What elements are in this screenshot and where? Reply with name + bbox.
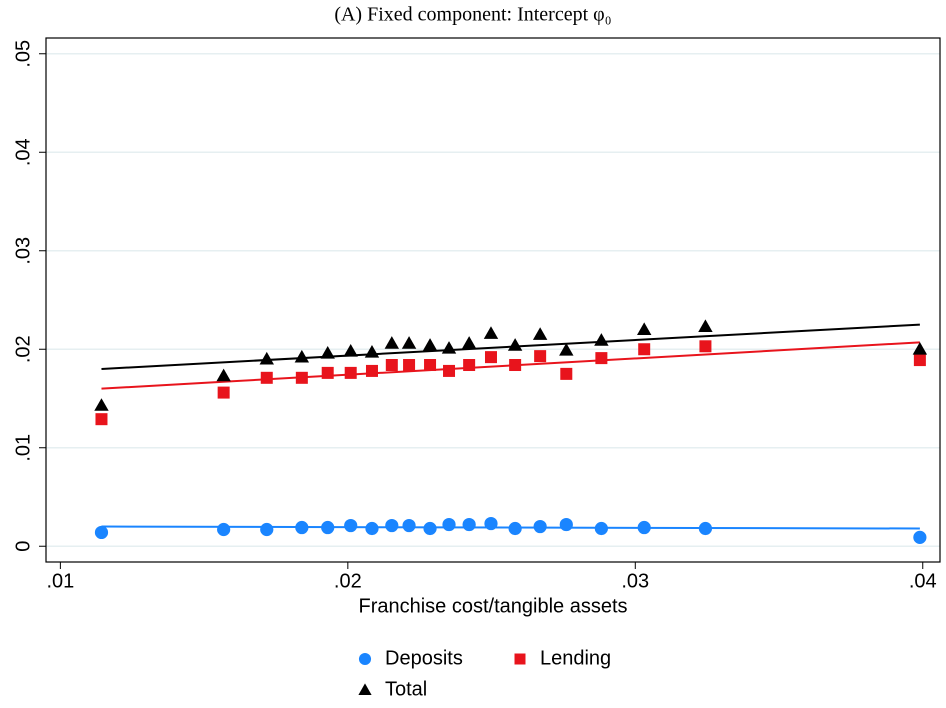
point: [385, 518, 399, 533]
point: [295, 371, 308, 384]
point: [484, 516, 498, 531]
point: [321, 366, 334, 379]
point: [402, 518, 416, 533]
point: [259, 351, 274, 365]
point: [442, 517, 456, 532]
x-tick-label: .02: [334, 570, 362, 592]
y-tick-label: .04: [12, 138, 34, 166]
point: [344, 366, 357, 379]
point: [217, 522, 231, 537]
point: [462, 517, 476, 532]
point: [638, 343, 651, 356]
y-tick-label: .01: [12, 434, 34, 462]
x-tick-label: .04: [909, 570, 937, 592]
point: [94, 398, 109, 411]
point: [533, 519, 547, 534]
point: [559, 517, 573, 532]
point: [384, 336, 400, 349]
point: [509, 359, 522, 372]
point: [424, 359, 437, 372]
point: [365, 364, 378, 377]
point: [594, 521, 608, 536]
point: [508, 521, 522, 536]
point: [484, 351, 497, 364]
point: [343, 344, 358, 357]
legend-marker: [358, 683, 372, 695]
point: [401, 336, 417, 349]
point: [698, 319, 713, 332]
point: [295, 520, 309, 535]
point: [95, 413, 108, 426]
point: [260, 371, 273, 384]
point: [385, 359, 398, 372]
point: [320, 345, 335, 359]
legend-label: Deposits: [385, 647, 463, 669]
legend-label: Total: [385, 678, 427, 700]
point: [94, 525, 109, 540]
point: [443, 364, 456, 377]
point: [365, 521, 379, 536]
point: [321, 520, 335, 535]
point: [698, 521, 713, 536]
legend-marker: [358, 652, 372, 666]
y-tick-label: .05: [12, 40, 34, 68]
point: [216, 368, 231, 382]
plot-area: [46, 38, 940, 562]
point: [637, 520, 651, 535]
plot-frame: [45, 37, 941, 563]
x-tick-label: .01: [46, 570, 74, 592]
point: [483, 326, 499, 339]
point: [260, 522, 274, 537]
x-tick-label: .03: [621, 570, 649, 592]
point: [532, 327, 548, 340]
point: [699, 340, 712, 353]
x-axis-label: Franchise cost/tangible assets: [358, 595, 627, 617]
point: [441, 341, 457, 354]
point: [423, 521, 437, 536]
point: [217, 386, 230, 399]
y-tick-label: .03: [12, 237, 34, 265]
point: [461, 336, 477, 349]
point: [364, 345, 380, 358]
point: [560, 367, 573, 380]
point: [422, 338, 438, 351]
point: [463, 359, 476, 372]
point: [507, 338, 523, 351]
legend-marker: [514, 653, 526, 665]
y-tick-label: .02: [12, 335, 34, 363]
point: [913, 530, 927, 544]
point: [594, 333, 609, 346]
point: [912, 342, 928, 355]
point: [595, 352, 608, 365]
point: [344, 518, 358, 533]
chart-title: (A) Fixed component: Intercept φ₀: [334, 4, 611, 26]
point: [559, 343, 574, 356]
point: [913, 354, 926, 367]
y-tick-label: 0: [12, 541, 34, 552]
legend-label: Lending: [540, 647, 611, 669]
point: [637, 322, 652, 335]
point: [534, 350, 547, 363]
point: [403, 359, 416, 372]
point: [294, 349, 310, 363]
